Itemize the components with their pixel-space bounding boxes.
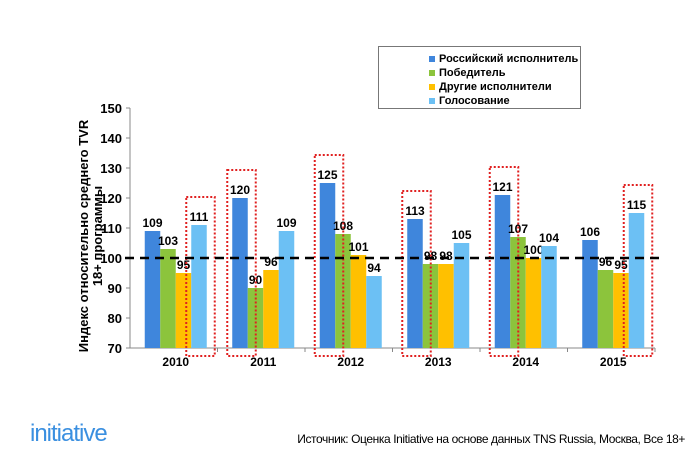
y-tick-label: 90	[108, 281, 122, 296]
legend-label: Голосование	[439, 95, 510, 107]
bar-2014-0	[494, 195, 511, 348]
bar-2014-3	[541, 246, 557, 348]
bar-2012-0	[319, 183, 336, 348]
bar-2010-1	[160, 249, 176, 348]
data-label: 121	[492, 180, 512, 194]
data-label: 98	[439, 249, 453, 263]
data-label: 109	[142, 216, 162, 230]
x-tick-label: 2011	[250, 355, 276, 369]
data-label: 120	[230, 183, 250, 197]
bar-2011-0	[232, 198, 248, 348]
initiative-logo: initiative	[30, 420, 108, 447]
data-label: 104	[539, 231, 559, 245]
y-tick-label: 140	[100, 131, 122, 146]
highlight-box	[185, 196, 216, 357]
legend-item: Другие исполнители	[429, 80, 580, 94]
bar-2012-3	[366, 276, 382, 348]
bar-2015-3	[628, 213, 645, 348]
bar-2010-2	[175, 273, 192, 348]
x-tick-label: 2015	[600, 355, 627, 369]
bar-2015-2	[613, 273, 629, 348]
legend-label: Российский исполнитель	[439, 53, 579, 65]
x-tick-label: 2012	[337, 355, 364, 369]
highlight-box	[226, 169, 257, 357]
data-label: 107	[508, 222, 528, 236]
data-label: 113	[405, 204, 425, 218]
y-tick-label: 120	[100, 191, 122, 206]
data-label: 101	[348, 240, 368, 254]
data-label: 95	[177, 258, 191, 272]
data-label: 111	[190, 210, 209, 224]
legend-swatch	[429, 56, 435, 62]
y-tick-label: 80	[108, 311, 122, 326]
data-label: 106	[580, 225, 600, 239]
bar-2013-3	[453, 243, 470, 348]
bar-2015-1	[597, 270, 614, 348]
data-label: 100	[523, 243, 543, 257]
legend-item: Победитель	[429, 66, 580, 80]
bar-2014-2	[525, 258, 542, 348]
x-tick-label: 2014	[512, 355, 539, 369]
x-tick-label: 2010	[162, 355, 189, 369]
data-label: 95	[614, 258, 628, 272]
bar-2010-0	[144, 231, 161, 348]
y-axis-label: Индекс относительно среднего TVR 18+ про…	[76, 119, 105, 353]
highlight-box	[313, 154, 345, 357]
highlight-box	[401, 190, 432, 357]
data-label: 94	[367, 261, 381, 275]
legend-item: Голосование	[429, 94, 580, 108]
bar-2013-1	[422, 264, 439, 348]
bar-2010-3	[191, 225, 207, 348]
y-tick-label: 150	[100, 101, 122, 116]
y-tick-label: 70	[108, 341, 122, 356]
y-tick-label: 130	[100, 161, 122, 176]
highlight-box	[622, 184, 654, 357]
y-tick-label: 110	[101, 221, 122, 236]
data-label: 90	[249, 273, 263, 287]
data-label: 105	[451, 228, 471, 242]
legend: Российский исполнитель Победитель Другие…	[378, 46, 581, 109]
bar-2011-3	[278, 231, 295, 348]
highlight-box	[488, 166, 520, 357]
legend-item: Российский исполнитель	[429, 52, 580, 66]
bar-2011-2	[263, 270, 279, 348]
data-label: 103	[158, 234, 178, 248]
source-note: Источник: Оценка Initiative на основе да…	[297, 432, 685, 446]
legend-label: Победитель	[439, 67, 506, 79]
bar-2013-0	[407, 219, 423, 348]
x-tick-label: 2013	[425, 355, 452, 369]
legend-swatch	[429, 98, 435, 104]
bar-2015-0	[582, 240, 598, 348]
legend-swatch	[429, 84, 435, 90]
data-label: 115	[627, 198, 647, 212]
data-label: 125	[317, 168, 337, 182]
bar-2012-2	[350, 255, 367, 348]
legend-swatch	[429, 70, 435, 76]
data-label: 109	[276, 216, 296, 230]
y-tick-label: 100	[100, 251, 122, 266]
data-label: 108	[333, 219, 353, 233]
bar-2013-2	[438, 264, 454, 348]
legend-label: Другие исполнители	[439, 81, 552, 93]
